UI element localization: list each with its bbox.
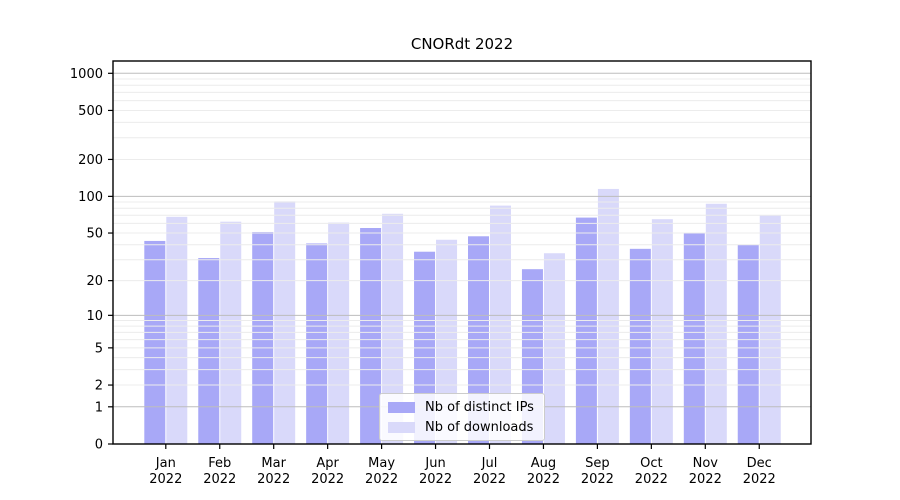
legend-label-downloads: Nb of downloads (425, 419, 534, 435)
x-tick-label-month: Jun (424, 456, 445, 471)
x-tick-label-month: Jan (155, 456, 176, 471)
y-tick-label: 20 (86, 274, 103, 289)
y-tick-label: 500 (78, 104, 103, 119)
x-tick-label-year: 2022 (527, 472, 560, 487)
legend-swatch-downloads (388, 421, 415, 433)
bar-downloads-aug (543, 253, 565, 444)
x-tick-label-year: 2022 (311, 472, 344, 487)
bar-ips-dec (737, 244, 759, 444)
x-tick-label-month: Aug (531, 456, 556, 471)
y-tick-label: 10 (86, 309, 103, 324)
y-tick-label: 2 (95, 379, 103, 394)
x-tick-label-month: Dec (747, 456, 772, 471)
y-tick-label: 100 (78, 190, 103, 205)
bar-ips-nov (683, 233, 705, 444)
x-tick-label-year: 2022 (473, 472, 506, 487)
y-tick-label: 1000 (70, 67, 103, 82)
x-tick-label-year: 2022 (743, 472, 776, 487)
chart-title: CNORdt 2022 (410, 35, 514, 53)
bar-downloads-jun (436, 239, 458, 444)
y-tick-label: 200 (78, 153, 103, 168)
x-tick-label-year: 2022 (419, 472, 452, 487)
bar-ips-oct (629, 248, 651, 444)
bar-downloads-may (382, 213, 404, 444)
x-tick-label-month: Mar (261, 456, 286, 471)
x-tick-label-year: 2022 (149, 472, 182, 487)
legend-item-downloads: Nb of downloads (388, 419, 534, 435)
legend: Nb of distinct IPs Nb of downloads (379, 393, 545, 441)
bar-downloads-oct (651, 219, 673, 444)
x-tick-label-year: 2022 (365, 472, 398, 487)
x-tick-label-month: Sep (585, 456, 610, 471)
x-tick-label-year: 2022 (689, 472, 722, 487)
plot-frame (112, 60, 812, 445)
bar-downloads-jul (490, 205, 511, 444)
y-tick-label: 50 (86, 227, 103, 242)
bar-downloads-dec (759, 215, 781, 444)
legend-swatch-distinct-ips (388, 401, 415, 413)
legend-item-distinct-ips: Nb of distinct IPs (388, 399, 534, 415)
x-tick-label-month: Oct (640, 456, 662, 471)
bar-downloads-jan (166, 216, 188, 444)
x-tick-label-year: 2022 (257, 472, 290, 487)
y-tick-label: 1 (95, 400, 103, 415)
bar-ips-jan (144, 240, 166, 444)
x-tick-label-year: 2022 (635, 472, 668, 487)
x-tick-label-month: Jul (481, 456, 498, 471)
x-tick-label-month: Feb (208, 456, 231, 471)
bar-ips-may (360, 228, 382, 444)
y-tick-label: 0 (95, 438, 103, 453)
x-tick-label-month: May (368, 456, 395, 471)
x-tick-label-month: Apr (316, 456, 339, 471)
bar-ips-mar (252, 231, 274, 444)
y-tick-label: 5 (95, 341, 103, 356)
bar-downloads-sep (597, 188, 619, 444)
bar-ips-jul (468, 236, 489, 444)
x-tick-label-year: 2022 (581, 472, 614, 487)
bar-downloads-nov (705, 203, 727, 444)
x-tick-label-month: Nov (693, 456, 719, 471)
bar-ips-feb (198, 258, 220, 444)
bar-downloads-mar (274, 201, 296, 444)
legend-label-distinct-ips: Nb of distinct IPs (425, 399, 534, 415)
x-tick-label-year: 2022 (203, 472, 236, 487)
bar-ips-apr (306, 243, 328, 444)
bar-ips-sep (575, 217, 597, 444)
bar-downloads-apr (328, 222, 350, 444)
